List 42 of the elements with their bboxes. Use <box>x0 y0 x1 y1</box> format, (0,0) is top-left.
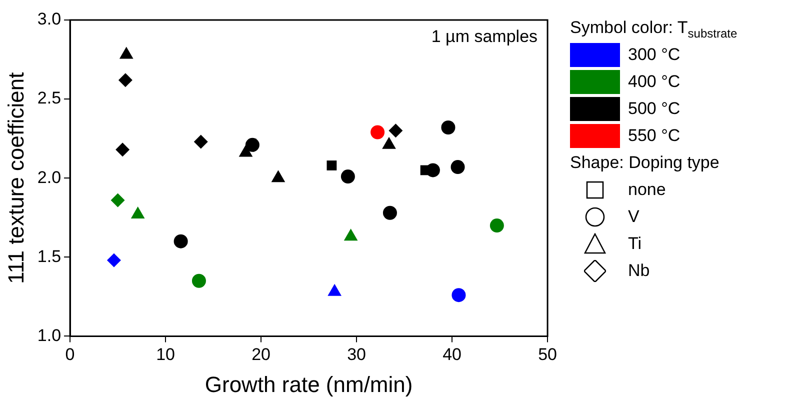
x-tick-label: 30 <box>347 345 366 364</box>
point <box>118 73 132 88</box>
y-axis-title: 111 texture coefficient <box>3 72 28 284</box>
y-tick-label: 2.0 <box>37 168 62 187</box>
annotation: 1 µm samples <box>431 27 538 46</box>
point <box>110 193 125 208</box>
text: Shape: Doping type <box>570 152 720 174</box>
point <box>490 218 504 233</box>
text: none <box>628 180 666 200</box>
y-tick-label: 1.0 <box>37 326 62 345</box>
x-tick-label: 40 <box>442 345 462 364</box>
point <box>116 142 130 157</box>
x-tick-label: 20 <box>252 345 270 364</box>
y-tick-label: 1.5 <box>37 246 62 266</box>
x-tick-label: 50 <box>538 345 558 364</box>
x-tick-label: 10 <box>156 345 175 364</box>
point <box>450 160 465 174</box>
point <box>326 160 337 170</box>
text: Nb <box>628 260 650 280</box>
text: V <box>628 206 640 226</box>
point <box>441 120 456 135</box>
point <box>340 170 355 184</box>
point <box>194 134 208 149</box>
point <box>388 124 403 138</box>
legend-label: 400 °C <box>628 72 680 92</box>
x-tick-label: 0 <box>65 345 75 364</box>
point <box>370 125 385 140</box>
x-axis-title: Growth rate (nm/min) <box>204 372 413 397</box>
text: Ti <box>628 234 642 254</box>
legend-label: 300 °C <box>628 44 680 64</box>
point <box>382 206 397 220</box>
point <box>245 138 260 152</box>
legend-label: 550 °C <box>628 126 680 146</box>
point <box>174 234 188 248</box>
legend-label: 500 °C <box>628 98 680 118</box>
point <box>106 253 121 268</box>
legend-title: Symbol color: T$_{substrate}$ <box>570 17 738 41</box>
point <box>452 288 466 302</box>
y-tick-label: 2.5 <box>37 88 62 108</box>
point <box>426 163 440 178</box>
point <box>192 274 206 288</box>
y-tick-label: 3.0 <box>37 10 62 29</box>
